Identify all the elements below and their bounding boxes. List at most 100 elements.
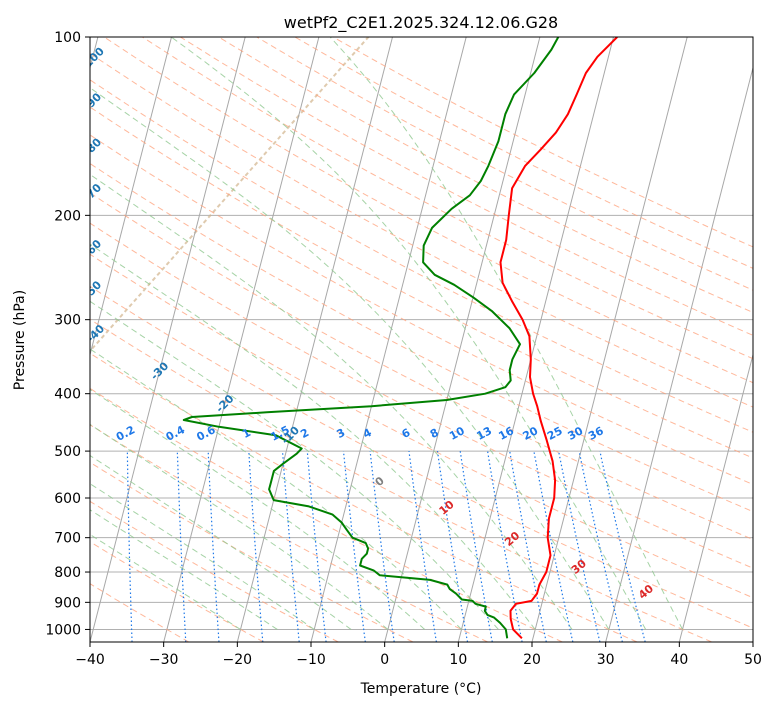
y-tick-label: 900 bbox=[54, 595, 81, 611]
plot-frame bbox=[89, 36, 754, 643]
x-axis: −40 −30 −20 −10 0 10 20 30 40 50 bbox=[75, 642, 762, 668]
y-axis-label: Pressure (hPa) bbox=[12, 290, 28, 390]
mixing-ratio-line bbox=[509, 450, 547, 642]
moist-adiabat bbox=[90, 173, 573, 630]
tan-reference-curve bbox=[90, 37, 370, 353]
isotherm-label: 10 bbox=[437, 498, 457, 518]
plot-area: 0.1 0.2 0.4 0.6 1 1.5 2 3 4 6 8 10 13 16 20 25 30 36-100-… bbox=[67, 37, 753, 642]
x-tick-label: 40 bbox=[670, 652, 688, 668]
y-tick-label: 200 bbox=[54, 208, 81, 224]
isotherm-label: 0 bbox=[373, 474, 387, 489]
dry-adiabat-label: -40 bbox=[84, 322, 107, 345]
mixing-ratio-line bbox=[306, 451, 327, 642]
mixing-ratio-line bbox=[436, 451, 469, 642]
mixing-ratio-line bbox=[599, 450, 646, 642]
moist-adiabat bbox=[90, 454, 352, 630]
dry-adiabat bbox=[90, 318, 712, 642]
dry-adiabat-label: -30 bbox=[148, 359, 171, 382]
moist-adiabat bbox=[90, 388, 426, 630]
mixing-ratio-line bbox=[281, 451, 300, 642]
isotherm-label: 30 bbox=[569, 557, 589, 577]
dry-adiabat bbox=[90, 192, 753, 541]
dry-adiabat bbox=[90, 285, 753, 629]
isotherm-line bbox=[457, 37, 614, 642]
dry-adiabat bbox=[142, 37, 753, 360]
isotherm-line bbox=[605, 65, 753, 642]
dry-adiabat bbox=[90, 106, 753, 459]
mixing-ratio-line bbox=[369, 451, 395, 642]
mixing-ratio-label: 25 bbox=[545, 424, 565, 443]
moist-adiabat bbox=[90, 87, 610, 630]
dry-adiabat bbox=[90, 79, 753, 433]
mixing-ratio-label: 16 bbox=[496, 424, 516, 443]
isotherm-label: 20 bbox=[502, 529, 522, 549]
dry-adiabat bbox=[90, 162, 753, 513]
dry-adiabat bbox=[90, 583, 190, 642]
mixing-ratio-line bbox=[248, 451, 264, 642]
mixing-ratio-label: 0.4 bbox=[164, 423, 188, 444]
moist-adiabat bbox=[90, 243, 536, 630]
mixing-ratio-label: 10 bbox=[447, 424, 467, 443]
isotherm-line bbox=[236, 37, 393, 642]
mixing-ratio-label: 0.1 bbox=[67, 423, 90, 444]
dry-adiabat bbox=[90, 424, 488, 642]
chart-title: wetPf2_C2E1.2025.324.12.06.G28 bbox=[284, 13, 558, 33]
y-tick-label: 300 bbox=[54, 313, 81, 329]
mixing-ratio-label: 13 bbox=[474, 424, 494, 443]
dewpoint-profile bbox=[182, 37, 560, 639]
isotherm-line bbox=[531, 37, 688, 642]
dry-adiabat bbox=[332, 37, 753, 248]
mixing-ratio-label: 8 bbox=[428, 426, 441, 441]
mixing-ratio-line bbox=[533, 450, 574, 642]
y-tick-label: 500 bbox=[54, 444, 81, 460]
dry-adiabat-label: -70 bbox=[81, 181, 104, 204]
mixing-ratio-line bbox=[408, 451, 437, 642]
x-tick-label: 0 bbox=[380, 652, 389, 668]
dry-adiabat-label: -50 bbox=[81, 278, 104, 301]
dry-adiabat bbox=[90, 461, 414, 642]
dry-adiabat-label: -90 bbox=[81, 90, 104, 113]
x-tick-label: −10 bbox=[296, 652, 326, 668]
mixing-ratio-label: 20 bbox=[521, 424, 541, 443]
y-tick-label: 400 bbox=[54, 387, 81, 403]
data-series bbox=[182, 37, 618, 640]
dry-adiabat-label: -20 bbox=[213, 392, 236, 415]
x-tick-label: 50 bbox=[744, 652, 762, 668]
mixing-ratio-label: 3 bbox=[334, 426, 347, 441]
dry-adiabat bbox=[218, 37, 753, 313]
mixing-ratio-line bbox=[487, 451, 523, 642]
moist-adiabat bbox=[90, 509, 278, 630]
moist-adiabat bbox=[90, 483, 315, 630]
dry-adiabat bbox=[90, 352, 638, 642]
mixing-ratio-line bbox=[207, 451, 220, 642]
y-tick-label: 100 bbox=[54, 30, 81, 46]
mixing-ratio-label: 0.2 bbox=[114, 423, 137, 444]
mixing-ratio-line bbox=[558, 450, 601, 642]
dry-adiabat bbox=[90, 52, 753, 408]
reference-labels: 0.1 0.2 0.4 0.6 1 1.5 2 3 4 6 8 10 13 16 20 25 30 36-100-… bbox=[67, 44, 656, 601]
moist-adiabat bbox=[90, 348, 462, 630]
dry-adiabat bbox=[180, 37, 753, 336]
dry-adiabat bbox=[90, 134, 753, 486]
dry-adiabat bbox=[90, 253, 753, 599]
y-axis: 100 200 300 400 500 600 700 800 900 1000 bbox=[45, 30, 90, 638]
mixing-ratio-label: 30 bbox=[566, 424, 586, 443]
mixing-ratio-label: 36 bbox=[586, 424, 606, 443]
x-tick-label: −30 bbox=[149, 652, 179, 668]
moist-adiabat bbox=[329, 37, 684, 630]
isotherm-line bbox=[90, 37, 172, 357]
mixing-ratio-line bbox=[578, 450, 623, 642]
isotherm-line bbox=[752, 639, 753, 642]
isotherm-line bbox=[163, 37, 320, 642]
x-tick-label: −20 bbox=[223, 652, 253, 668]
dry-adiabat-label: -80 bbox=[81, 135, 104, 158]
mixing-ratio-line bbox=[342, 451, 366, 642]
temperature-profile bbox=[499, 37, 618, 640]
x-tick-label: −40 bbox=[75, 652, 105, 668]
x-tick-label: 20 bbox=[523, 652, 541, 668]
moist-adiabat bbox=[171, 37, 647, 630]
moist-adiabat bbox=[90, 300, 499, 630]
mixing-ratio-label: 1 bbox=[240, 426, 253, 441]
dry-adiabat-label: -60 bbox=[81, 237, 104, 260]
x-tick-label: 10 bbox=[449, 652, 467, 668]
